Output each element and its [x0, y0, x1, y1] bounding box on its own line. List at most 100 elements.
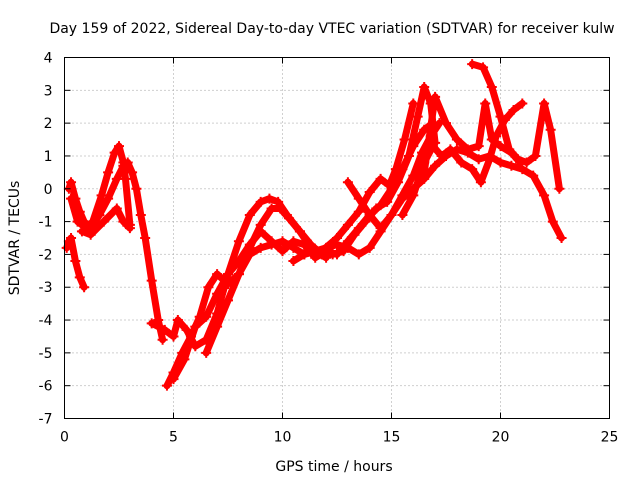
- data-point-marker: [462, 144, 473, 155]
- data-point-marker: [118, 216, 129, 227]
- series-track-13: [467, 59, 565, 194]
- data-point-marker: [545, 124, 556, 135]
- data-point-marker: [321, 242, 332, 253]
- data-point-marker: [168, 374, 179, 385]
- data-point-marker: [495, 157, 506, 168]
- data-point-marker: [386, 210, 397, 221]
- data-point-marker: [397, 193, 408, 204]
- data-point-marker: [342, 242, 353, 253]
- data-point-marker: [364, 187, 375, 198]
- data-point-marker: [159, 324, 170, 335]
- x-tick-label: 5: [169, 430, 178, 446]
- y-tick-label: -7: [39, 412, 53, 428]
- data-point-marker: [321, 252, 332, 263]
- data-point-marker: [528, 170, 539, 181]
- y-tick-label: 3: [44, 83, 53, 99]
- chart-title: Day 159 of 2022, Sidereal Day-to-day VTE…: [49, 21, 614, 37]
- data-point-marker: [397, 210, 408, 221]
- data-point-marker: [70, 255, 81, 266]
- y-tick-label: 1: [44, 149, 53, 165]
- data-point-marker: [506, 160, 517, 171]
- data-point-marker: [495, 141, 506, 152]
- data-point-marker: [375, 173, 386, 184]
- data-point-marker: [161, 380, 172, 391]
- data-point-marker: [456, 157, 467, 168]
- data-point-marker: [508, 105, 519, 116]
- data-point-marker: [408, 98, 419, 109]
- data-point-marker: [504, 144, 515, 155]
- series-track-2: [63, 157, 168, 345]
- data-point-marker: [353, 193, 364, 204]
- data-point-marker: [556, 233, 567, 243]
- x-tick-label: 15: [383, 430, 401, 446]
- data-point-marker: [299, 249, 310, 260]
- series-track-4: [76, 203, 135, 240]
- data-point-marker: [190, 321, 201, 332]
- data-point-marker: [244, 239, 255, 250]
- data-point-marker: [399, 134, 410, 145]
- data-point-marker: [74, 272, 85, 283]
- data-point-marker: [412, 111, 423, 122]
- data-point-marker: [430, 91, 441, 102]
- data-point-marker: [277, 236, 288, 247]
- y-tick-label: -6: [39, 379, 53, 395]
- data-point-marker: [179, 354, 190, 365]
- data-point-marker: [408, 190, 419, 201]
- data-point-marker: [484, 154, 495, 165]
- data-point-marker: [168, 331, 179, 342]
- data-point-marker: [275, 203, 286, 214]
- data-point-marker: [530, 150, 541, 161]
- data-point-marker: [473, 154, 484, 165]
- data-point-marker: [375, 200, 386, 211]
- data-point-marker: [111, 173, 122, 184]
- data-point-marker: [473, 141, 484, 152]
- data-point-marker: [310, 246, 321, 257]
- data-point-marker: [364, 210, 375, 221]
- data-point-marker: [157, 334, 168, 345]
- data-point-marker: [495, 111, 506, 122]
- data-point-marker: [517, 164, 528, 175]
- data-point-marker: [445, 144, 456, 155]
- y-tick-label: -4: [39, 313, 53, 329]
- data-point-marker: [66, 233, 77, 243]
- y-axis-label: SDTVAR / TECUs: [7, 181, 23, 296]
- y-tick-label: -2: [39, 247, 53, 263]
- data-point-marker: [521, 157, 532, 168]
- data-point-marker: [255, 196, 266, 207]
- data-point-marker: [201, 347, 212, 358]
- data-point-marker: [547, 216, 558, 227]
- data-point-marker: [181, 324, 192, 335]
- data-point-marker: [66, 177, 77, 188]
- data-point-marker: [203, 282, 214, 293]
- data-point-marker: [66, 193, 77, 204]
- data-point-marker: [397, 164, 408, 175]
- data-point-marker: [375, 223, 386, 234]
- data-point-marker: [408, 141, 419, 152]
- data-point-marker: [223, 269, 233, 280]
- data-point-marker: [353, 223, 364, 234]
- data-point-marker: [103, 193, 114, 204]
- data-point-marker: [419, 82, 430, 93]
- data-point-marker: [103, 167, 114, 178]
- data-point-marker: [223, 295, 233, 306]
- data-point-marker: [478, 62, 489, 73]
- data-point-marker: [475, 177, 486, 188]
- data-point-marker: [131, 183, 142, 194]
- data-point-marker: [294, 226, 305, 237]
- series-track-1: [61, 233, 90, 293]
- data-point-marker: [140, 233, 151, 243]
- data-point-marker: [114, 141, 124, 152]
- data-point-marker: [386, 183, 397, 194]
- data-point-marker: [512, 154, 523, 165]
- data-series: [61, 59, 567, 391]
- data-point-marker: [288, 255, 299, 266]
- data-point-marker: [98, 216, 109, 227]
- data-point-marker: [554, 183, 565, 194]
- y-tick-label: -3: [39, 280, 53, 296]
- data-point-marker: [342, 219, 353, 230]
- x-tick-label: 20: [492, 430, 510, 446]
- x-tick-label: 10: [274, 430, 292, 446]
- plot-frame: [64, 57, 610, 419]
- data-point-marker: [87, 216, 98, 227]
- data-point-marker: [127, 167, 138, 178]
